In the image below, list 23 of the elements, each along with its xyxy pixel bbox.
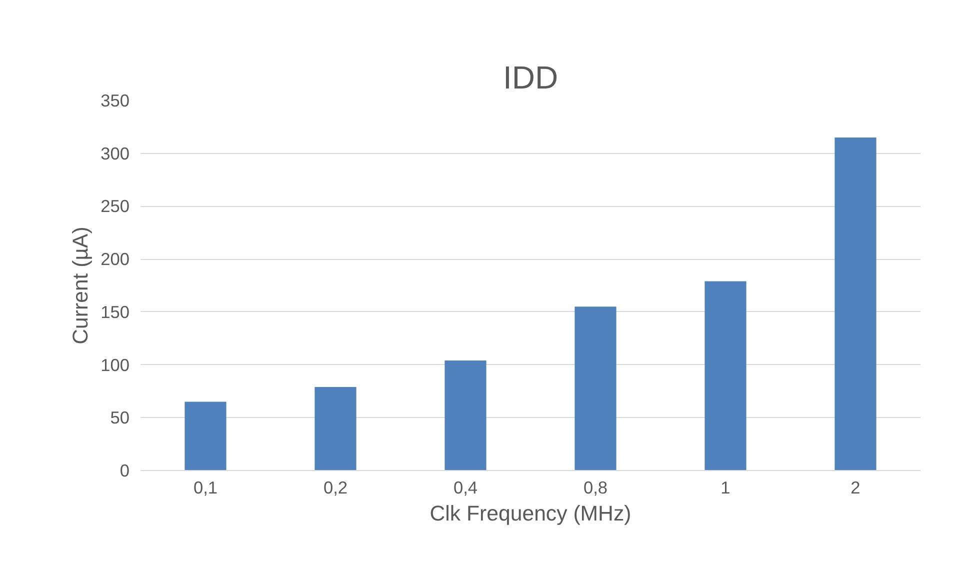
x-tick-label: 0,2 <box>323 478 348 498</box>
bar <box>444 360 486 470</box>
bar <box>184 402 226 470</box>
bar <box>574 306 616 470</box>
bar <box>704 281 746 470</box>
bar <box>314 386 356 470</box>
x-tick-label: 0,1 <box>193 478 218 498</box>
bar <box>834 138 876 470</box>
y-tick-label: 150 <box>100 302 130 322</box>
chart-title: IDD <box>502 60 558 96</box>
y-tick-label: 350 <box>100 90 130 110</box>
y-tick-label: 0 <box>120 460 130 480</box>
y-tick-label: 50 <box>110 408 130 428</box>
y-axis-title: Current (µA) <box>68 226 93 344</box>
y-tick-label: 200 <box>100 249 130 270</box>
x-tick-label: 2 <box>850 478 860 498</box>
x-tick-label: 0,8 <box>583 478 608 498</box>
x-tick-label: 1 <box>720 478 730 498</box>
y-tick-label: 250 <box>100 196 130 216</box>
x-axis-title: Clk Frequency (MHz) <box>430 502 632 526</box>
x-tick-label: 0,4 <box>453 478 478 498</box>
y-tick-label: 100 <box>100 354 130 375</box>
y-tick-label: 300 <box>100 143 130 164</box>
